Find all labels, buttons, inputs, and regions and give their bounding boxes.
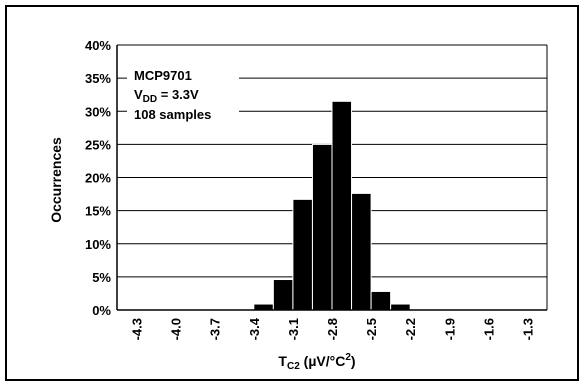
histogram-bar — [390, 303, 411, 311]
x-tick-label: -3.7 — [208, 318, 223, 340]
x-tick-label: -3.1 — [286, 318, 301, 340]
y-tick-label: 40% — [85, 38, 111, 53]
annotation-samples: 108 samples — [134, 107, 211, 122]
x-tick-label: -2.8 — [325, 318, 340, 340]
x-tick-labels: -4.3 -4.0 -3.7 -3.4 -3.1 -2.8 -2.5 -2.2 -1.9 -1.6… — [130, 317, 536, 340]
y-tick-labels: 0% 5% 10% 15% 20% 25% 30% 35% 40% — [85, 38, 111, 318]
bars — [253, 100, 411, 311]
annotation-model: MCP9701 — [134, 68, 192, 83]
x-tick-label: -4.3 — [130, 318, 145, 340]
histogram-chart: 0% 5% 10% 15% 20% 25% 30% 35% 40% -4.3 -4.0 -3.7 -3… — [48, 38, 548, 372]
x-tick-label: -3.4 — [247, 317, 262, 340]
histogram-bar — [253, 303, 274, 311]
histogram-bar — [292, 198, 313, 311]
y-tick-label: 15% — [85, 204, 111, 219]
x-axis-title: TC2 (µV/°C2) — [278, 352, 355, 372]
histogram-bar — [351, 192, 372, 311]
x-tick-label: -4.0 — [169, 318, 184, 340]
annotation-background — [127, 63, 239, 123]
histogram-bar — [311, 143, 333, 311]
x-tick-label: -1.3 — [520, 318, 535, 340]
y-tick-label: 25% — [85, 137, 111, 152]
y-axis-title: Occurrences — [48, 137, 64, 223]
x-tick-label: -1.9 — [442, 318, 457, 340]
y-tick-label: 30% — [85, 104, 111, 119]
chart-frame: 0% 5% 10% 15% 20% 25% 30% 35% 40% -4.3 -4.0 -3.7 -3… — [5, 5, 579, 381]
x-tick-label: -2.2 — [403, 318, 418, 340]
histogram-bar — [272, 279, 294, 311]
y-tick-label: 5% — [92, 270, 111, 285]
x-tick-label: -1.6 — [481, 318, 496, 340]
y-tick-label: 10% — [85, 237, 111, 252]
plot-area-border — [116, 45, 548, 311]
x-tick-label: -2.5 — [364, 318, 379, 340]
histogram-bar — [331, 100, 353, 311]
histogram-bar — [370, 290, 392, 311]
y-tick-label: 35% — [85, 71, 111, 86]
y-tick-label: 20% — [85, 171, 111, 186]
annotation-supply: VDD = 3.3V — [134, 87, 199, 105]
y-tick-label: 0% — [92, 303, 111, 318]
